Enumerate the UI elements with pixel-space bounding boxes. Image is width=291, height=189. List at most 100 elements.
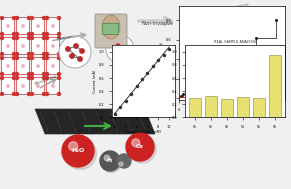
Circle shape: [64, 137, 96, 169]
Circle shape: [1, 33, 3, 36]
Text: Sensitivity: Sensitivity: [169, 62, 173, 82]
Circle shape: [132, 139, 140, 147]
Circle shape: [13, 73, 15, 75]
Circle shape: [58, 33, 61, 36]
FancyBboxPatch shape: [47, 57, 59, 74]
Circle shape: [58, 77, 61, 80]
Circle shape: [31, 33, 33, 36]
Circle shape: [52, 25, 54, 27]
Circle shape: [31, 77, 33, 80]
Circle shape: [126, 133, 154, 161]
Circle shape: [31, 36, 33, 40]
Polygon shape: [195, 4, 248, 44]
Circle shape: [37, 85, 39, 87]
Circle shape: [114, 50, 118, 54]
Text: Sensor: Sensor: [57, 34, 73, 41]
Bar: [189, 98, 200, 117]
Circle shape: [15, 77, 19, 80]
Circle shape: [58, 16, 61, 19]
Text: H₂O: H₂O: [71, 149, 85, 153]
FancyBboxPatch shape: [47, 77, 59, 94]
Circle shape: [13, 36, 15, 40]
Circle shape: [13, 57, 15, 60]
Circle shape: [7, 25, 9, 27]
Circle shape: [13, 77, 15, 80]
Circle shape: [1, 36, 3, 40]
Circle shape: [7, 65, 9, 67]
Circle shape: [45, 73, 49, 75]
FancyBboxPatch shape: [17, 57, 29, 74]
Circle shape: [58, 53, 61, 56]
FancyBboxPatch shape: [17, 37, 29, 54]
Circle shape: [1, 53, 3, 56]
FancyBboxPatch shape: [1, 77, 15, 94]
Text: O₂: O₂: [136, 145, 144, 149]
Circle shape: [31, 57, 33, 60]
Circle shape: [1, 92, 3, 95]
X-axis label: Time (s): Time (s): [225, 113, 239, 117]
FancyBboxPatch shape: [31, 57, 45, 74]
Polygon shape: [35, 109, 155, 134]
Y-axis label: Current (mA): Current (mA): [93, 70, 97, 93]
Circle shape: [45, 77, 49, 80]
Circle shape: [117, 154, 131, 168]
Circle shape: [58, 57, 61, 60]
Text: Selectivity: Selectivity: [184, 62, 188, 82]
Circle shape: [42, 16, 45, 19]
FancyBboxPatch shape: [47, 37, 59, 54]
FancyBboxPatch shape: [95, 14, 127, 48]
FancyBboxPatch shape: [1, 37, 15, 54]
Circle shape: [28, 36, 31, 40]
Circle shape: [70, 54, 74, 58]
Circle shape: [15, 57, 19, 60]
Circle shape: [15, 92, 19, 95]
Bar: [237, 97, 249, 117]
FancyBboxPatch shape: [47, 18, 59, 35]
Circle shape: [28, 16, 31, 19]
Circle shape: [102, 153, 122, 173]
Circle shape: [59, 36, 91, 68]
Circle shape: [45, 36, 49, 40]
Bar: [221, 99, 233, 117]
Circle shape: [31, 73, 33, 75]
Circle shape: [104, 155, 110, 161]
Circle shape: [22, 25, 24, 27]
Circle shape: [116, 44, 120, 48]
Circle shape: [13, 53, 15, 56]
Circle shape: [52, 85, 54, 87]
Circle shape: [37, 65, 39, 67]
Text: Non-Invasive: Non-Invasive: [141, 21, 173, 26]
Circle shape: [45, 16, 49, 19]
Circle shape: [1, 77, 3, 80]
Circle shape: [42, 73, 45, 75]
Circle shape: [7, 85, 9, 87]
Circle shape: [22, 85, 24, 87]
Circle shape: [28, 53, 31, 56]
Circle shape: [22, 65, 24, 67]
Text: H₂: H₂: [107, 159, 113, 163]
FancyBboxPatch shape: [31, 37, 45, 54]
Circle shape: [58, 36, 61, 40]
Circle shape: [28, 33, 31, 36]
Circle shape: [42, 77, 45, 80]
Circle shape: [15, 16, 19, 19]
Circle shape: [28, 92, 31, 95]
Circle shape: [106, 35, 134, 63]
Circle shape: [78, 57, 82, 61]
Circle shape: [1, 16, 3, 19]
Circle shape: [13, 92, 15, 95]
Circle shape: [13, 33, 15, 36]
Circle shape: [120, 53, 124, 57]
Circle shape: [37, 45, 39, 47]
Circle shape: [80, 49, 84, 53]
X-axis label: Concentration (mM): Concentration (mM): [125, 130, 161, 134]
Circle shape: [119, 49, 123, 53]
Circle shape: [42, 53, 45, 56]
Circle shape: [1, 73, 3, 75]
FancyBboxPatch shape: [1, 57, 15, 74]
Circle shape: [42, 36, 45, 40]
FancyBboxPatch shape: [17, 77, 29, 94]
Circle shape: [123, 46, 127, 50]
Circle shape: [37, 25, 39, 27]
FancyBboxPatch shape: [1, 18, 15, 35]
